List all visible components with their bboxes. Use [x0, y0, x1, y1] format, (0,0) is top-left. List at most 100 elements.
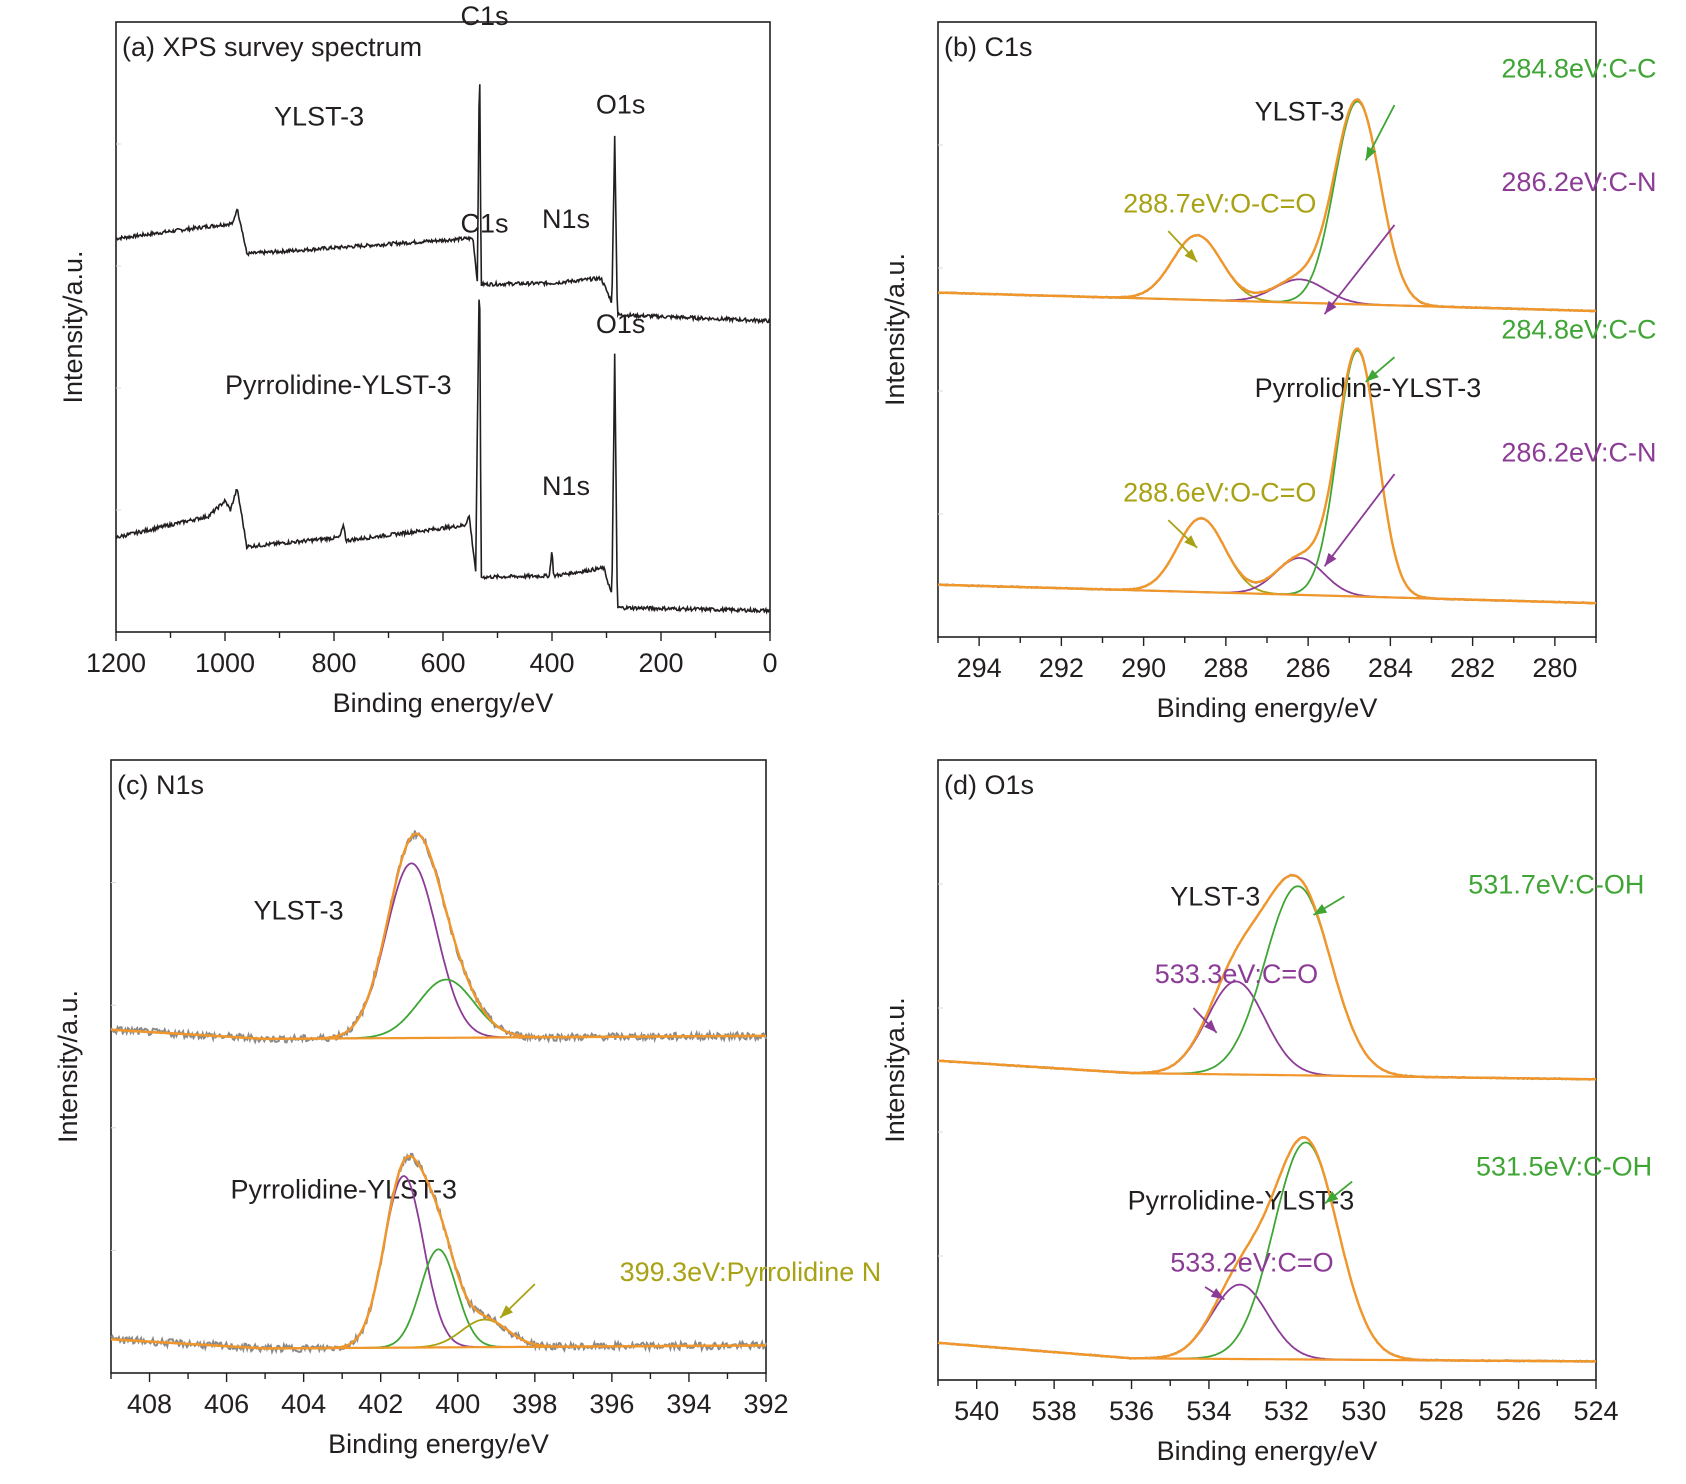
- peak-label: O1s: [596, 309, 646, 339]
- x-axis-label: Binding energy/eV: [1157, 1436, 1378, 1466]
- x-tick-label: 288: [1203, 653, 1248, 683]
- fit-envelope: [937, 874, 1596, 1081]
- x-tick-label: 536: [1109, 1396, 1154, 1426]
- x-tick-label: 400: [435, 1389, 480, 1419]
- panel-title: (b) C1s: [944, 32, 1033, 62]
- peak-label: N1s: [542, 471, 590, 501]
- panel-c: 408 406 404 402 400 398 396 394 392 Binding energ…: [53, 759, 881, 1459]
- arrow-head-icon: [1365, 369, 1379, 382]
- peak-label: N1s: [542, 204, 590, 234]
- fit-envelope: [110, 1154, 766, 1350]
- survey-line-pyrrolidine-ylst-3: [115, 299, 771, 615]
- peak-annotation: 531.7eV:C-OH: [1468, 869, 1644, 899]
- fit-envelope: [937, 1136, 1596, 1363]
- sample-label: YLST-3: [254, 895, 344, 925]
- x-tick-label: 534: [1186, 1396, 1231, 1426]
- plot-frame: [115, 21, 771, 633]
- panel-d: 540 538 536 534 532 530 528 526 524 Binding energ…: [880, 759, 1652, 1466]
- sample-pyrrolidine-ylst-3: [110, 1152, 767, 1356]
- fit-component-purple: [937, 557, 1597, 605]
- x-tick-label: 290: [1121, 653, 1166, 683]
- peak-label: C1s: [461, 1, 509, 31]
- x-tick-label: 600: [420, 648, 465, 678]
- x-tick-label: 282: [1450, 653, 1495, 683]
- x-tick-label: 538: [1032, 1396, 1077, 1426]
- x-tick-label: 400: [529, 648, 574, 678]
- x-tick-label: 398: [512, 1389, 557, 1419]
- sample-pyrrolidine-ylst-3: [937, 1135, 1597, 1364]
- peak-annotation: 286.2eV:C-N: [1501, 438, 1656, 468]
- arrow-head-icon: [1184, 248, 1198, 262]
- x-tick-label: 1200: [86, 648, 146, 678]
- arrow-head-icon: [1313, 904, 1328, 915]
- arrow-head-icon: [1365, 146, 1377, 161]
- x-tick-label: 528: [1419, 1396, 1464, 1426]
- panel-title: (c) N1s: [117, 770, 204, 800]
- x-tick-label: 408: [127, 1389, 172, 1419]
- x-tick-label: 800: [311, 648, 356, 678]
- fit-envelope: [937, 347, 1597, 605]
- x-tick-label: 404: [281, 1389, 326, 1419]
- peak-label: C1s: [461, 208, 509, 238]
- x-tick-label: 286: [1286, 653, 1331, 683]
- x-tick-label: 280: [1532, 653, 1577, 683]
- survey-line-ylst-3: [115, 84, 771, 325]
- annotation-arrow-line: [1323, 473, 1396, 567]
- x-tick-label: 396: [589, 1389, 634, 1419]
- fit-component-olive: [937, 517, 1597, 605]
- fit-component-purple: [937, 980, 1596, 1081]
- peak-label: O1s: [596, 90, 646, 120]
- x-axis-label: Binding energy/eV: [328, 1429, 549, 1459]
- y-axis-label: Intensity/a.u.: [53, 990, 83, 1143]
- x-tick-label: 532: [1264, 1396, 1309, 1426]
- panel-title: (d) O1s: [944, 770, 1034, 800]
- peak-annotation: 533.3eV:C=O: [1155, 959, 1318, 989]
- arrow-head-icon: [1324, 300, 1337, 315]
- sample-label: Pyrrolidine-YLST-3: [225, 370, 452, 400]
- fit-envelope: [938, 98, 1597, 313]
- arrow-head-icon: [1184, 535, 1198, 548]
- background-line: [937, 1059, 1596, 1081]
- sample-label: Pyrrolidine-YLST-3: [230, 1174, 457, 1204]
- arrow-head-icon: [500, 1305, 513, 1318]
- x-axis-label: Binding energy/eV: [333, 688, 554, 718]
- x-tick-label: 406: [204, 1389, 249, 1419]
- y-axis-label: Intensity/a.u.: [880, 253, 910, 406]
- x-tick-label: 292: [1039, 653, 1084, 683]
- sample-label: YLST-3: [1255, 96, 1345, 126]
- x-tick-label: 294: [957, 653, 1002, 683]
- y-axis-label: Intensity/a.u.: [58, 250, 88, 403]
- peak-annotation: 288.7eV:O-C=O: [1123, 189, 1316, 219]
- fit-component-green: [110, 978, 767, 1040]
- x-tick-label: 284: [1368, 653, 1413, 683]
- sample-label: Pyrrolidine-YLST-3: [1128, 1186, 1355, 1216]
- sample-label: YLST-3: [1170, 882, 1260, 912]
- sample-ylst-3: [937, 97, 1597, 313]
- x-tick-label: 200: [638, 648, 683, 678]
- x-tick-label: 524: [1573, 1396, 1618, 1426]
- x-tick-label: 402: [358, 1389, 403, 1419]
- y-axis-label: Intensitya.u.: [880, 997, 910, 1143]
- x-axis-label: Binding energy/eV: [1157, 693, 1378, 723]
- peak-annotation: 531.5eV:C-OH: [1476, 1151, 1652, 1181]
- fit-component-purple: [110, 862, 767, 1040]
- x-tick-label: 526: [1496, 1396, 1541, 1426]
- fit-envelope: [110, 832, 767, 1041]
- background-line: [937, 1341, 1596, 1363]
- x-tick-label: 530: [1341, 1396, 1386, 1426]
- x-tick-label: 0: [762, 648, 777, 678]
- arrow-head-icon: [1324, 552, 1337, 567]
- x-tick-label: 392: [743, 1389, 788, 1419]
- arrow-head-icon: [1204, 1019, 1217, 1033]
- peak-annotation: 533.2eV:C=O: [1170, 1248, 1333, 1278]
- fit-component-olive: [938, 234, 1597, 312]
- panel-title: (a) XPS survey spectrum: [122, 32, 422, 62]
- peak-annotation: 284.8eV:C-C: [1501, 315, 1656, 345]
- panel-b: 294 292 290 288 286 284 282 280 Binding energy/e…: [880, 21, 1657, 723]
- x-tick-label: 394: [666, 1389, 711, 1419]
- sample-ylst-3: [937, 873, 1597, 1081]
- sample-label: YLST-3: [274, 102, 364, 132]
- plot-frame: [110, 759, 767, 1374]
- sample-ylst-3: [110, 830, 767, 1045]
